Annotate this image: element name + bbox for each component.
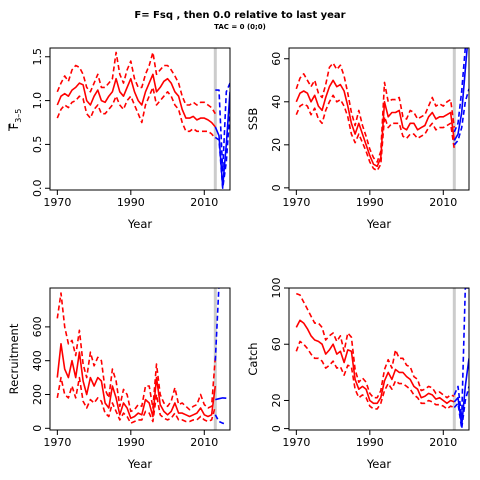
projection-solid-line-3 (453, 48, 468, 141)
projection-dashed-line-4 (215, 82, 230, 172)
panel-3: 1970 1990 2010 0 200 400 600 Year Recruitment (7, 287, 231, 471)
projection-dashed-line-5 (214, 414, 227, 425)
y-tick-label: 400 (31, 350, 44, 371)
series-group (295, 288, 469, 430)
history-dashed-line-2 (56, 376, 217, 425)
y-tick-label: 1.5 (31, 48, 44, 65)
y-axis-label: F3–5 (7, 109, 23, 130)
y-tick-label: 0 (31, 425, 44, 432)
projection-solid-line-3 (215, 397, 227, 401)
series-group (295, 48, 469, 172)
history-dashed-line-1 (56, 51, 216, 115)
y-axis-label: Recruitment (7, 323, 21, 394)
projection-dashed-line-5 (453, 386, 469, 430)
y-tick-label: 60 (270, 52, 283, 66)
y-tick-label: 100 (270, 278, 283, 299)
plot-frame (288, 287, 470, 431)
projection-dashed-line-4 (453, 288, 469, 419)
x-axis-label: Year (366, 457, 392, 471)
projection-dashed-line-4 (453, 48, 467, 133)
history-dashed-line-2 (295, 340, 455, 410)
x-tick-label: 2010 (190, 436, 218, 449)
x-tick-label: 1990 (117, 196, 145, 209)
x-tick-label: 2010 (429, 436, 457, 449)
x-tick-label: 2010 (429, 196, 457, 209)
y-axis-label: SSB (246, 108, 260, 131)
y-tick-label: 60 (270, 337, 283, 351)
y-tick-label: 0 (270, 425, 283, 432)
y-tick-label: 0 (270, 184, 283, 191)
x-axis-label: Year (366, 217, 392, 231)
history-dashed-line-1 (295, 62, 456, 163)
x-tick-label: 1970 (282, 436, 310, 449)
plot-frame (49, 287, 231, 431)
y-tick-label: 20 (270, 138, 283, 152)
plot-frame (288, 47, 470, 191)
y-tick-label: 0.5 (31, 136, 44, 154)
x-axis-label: Year (127, 457, 153, 471)
history-dashed-line-2 (295, 94, 456, 172)
x-tick-label: 1970 (43, 196, 71, 209)
x-tick-label: 1990 (117, 436, 145, 449)
projection-dashed-line-5 (453, 88, 469, 146)
history-dashed-line-2 (56, 86, 216, 139)
series-group (56, 288, 227, 425)
chart-title: F= Fsq , then 0.0 relative to last year (134, 10, 346, 21)
history-dashed-line-1 (296, 292, 455, 399)
x-tick-label: 2010 (190, 196, 218, 209)
x-axis-label: Year (127, 217, 153, 231)
y-tick-label: 200 (31, 384, 44, 405)
history-dashed-line-1 (56, 292, 217, 413)
history-solid-line-0 (56, 342, 217, 420)
y-tick-label: 1.0 (31, 92, 44, 110)
series-group (56, 51, 230, 189)
x-tick-label: 1970 (282, 196, 310, 209)
y-tick-label: 600 (31, 316, 44, 337)
panel-1: 1970 1990 2010 0.0 0.5 1.0 1.5 Year F3–5 (7, 47, 231, 231)
x-tick-label: 1990 (356, 436, 384, 449)
y-axis-label: Catch (246, 342, 260, 375)
panel-2: 1970 1990 2010 0 20 40 60 Year SSB (246, 47, 470, 231)
history-solid-line-0 (295, 79, 456, 168)
projection-dashed-line-4 (214, 288, 220, 361)
x-tick-label: 1970 (43, 436, 71, 449)
projection-dashed-line-5 (214, 109, 230, 189)
y-tick-label: 40 (270, 95, 283, 109)
chart-subtitle: TAC = 0 (0;0) (214, 23, 266, 31)
x-tick-label: 1990 (356, 196, 384, 209)
history-solid-line-0 (56, 73, 216, 128)
y-tick-label: 20 (270, 393, 283, 407)
plot-frame (49, 47, 231, 191)
history-solid-line-0 (295, 319, 455, 405)
panel-4: 1970 1990 2010 0 20 60 100 Year Catch (246, 278, 470, 471)
y-tick-label: 0.0 (31, 179, 44, 197)
